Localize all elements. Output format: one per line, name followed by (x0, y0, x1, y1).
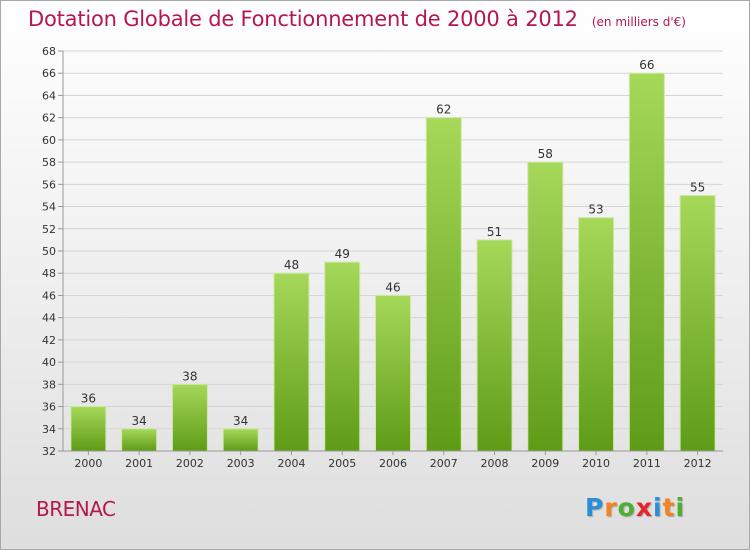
bar-2000 (70, 406, 107, 452)
y-tick-label: 36 (42, 401, 56, 414)
y-tick-label: 68 (42, 45, 56, 58)
value-label-2009: 58 (538, 147, 553, 161)
proxiti-logo: Proxiti (585, 493, 685, 522)
x-tick-label-2010: 2010 (582, 457, 610, 470)
value-label-2004: 48 (284, 258, 299, 272)
x-tick-label-2008: 2008 (481, 457, 509, 470)
chart-title: Dotation Globale de Fonctionnement de 20… (28, 7, 686, 31)
x-tick-label-2002: 2002 (176, 457, 204, 470)
logo-letter: i (653, 493, 663, 522)
y-tick-label: 52 (42, 223, 56, 236)
value-label-2005: 49 (335, 247, 350, 261)
y-tick-label: 58 (42, 156, 56, 169)
logo-letter: P (585, 493, 605, 522)
value-label-2012: 55 (690, 180, 705, 194)
value-label-2007: 62 (436, 103, 451, 117)
y-tick-label: 32 (42, 445, 56, 458)
x-tick-label-2005: 2005 (328, 457, 356, 470)
y-tick-label: 46 (42, 289, 56, 302)
value-label-2002: 38 (182, 369, 197, 383)
x-tick-label-2003: 2003 (227, 457, 255, 470)
bar-2007 (425, 117, 462, 452)
bar-2003 (222, 428, 259, 452)
value-label-2011: 66 (639, 58, 654, 72)
x-tick-label-2004: 2004 (277, 457, 305, 470)
y-tick-label: 54 (42, 201, 56, 214)
x-tick-label-2011: 2011 (633, 457, 661, 470)
logo-letter: i (675, 493, 686, 522)
x-tick-label-2006: 2006 (379, 457, 407, 470)
bar-2008 (476, 239, 513, 452)
bar-2011 (628, 72, 665, 452)
y-tick-label: 48 (42, 267, 56, 280)
bar-2002 (171, 383, 208, 452)
value-label-2008: 51 (487, 225, 502, 239)
bar-2010 (578, 217, 615, 452)
x-tick-label-2009: 2009 (531, 457, 559, 470)
x-tick-label-2012: 2012 (684, 457, 712, 470)
y-tick-label: 62 (42, 112, 56, 125)
value-label-2003: 34 (233, 414, 248, 428)
bar-2004 (273, 272, 310, 452)
y-tick-label: 56 (42, 178, 56, 191)
x-tick-label-2000: 2000 (74, 457, 102, 470)
bar-2001 (121, 428, 158, 452)
y-tick-label: 42 (42, 334, 56, 347)
y-tick-label: 40 (42, 356, 56, 369)
logo-letter: o (617, 493, 636, 522)
bar-2006 (375, 294, 411, 452)
value-label-2006: 46 (385, 280, 400, 294)
value-label-2010: 53 (588, 203, 603, 217)
bar-2009 (527, 161, 564, 452)
chart-subtitle: (en milliers d'€) (591, 15, 686, 29)
y-tick-label: 50 (42, 245, 56, 258)
y-tick-label: 34 (42, 423, 56, 436)
bar-2005 (324, 261, 361, 452)
logo-letter: r (604, 493, 618, 522)
y-tick-label: 66 (42, 67, 56, 80)
chart-title-text: Dotation Globale de Fonctionnement de 20… (28, 7, 578, 31)
bar-2012 (679, 194, 716, 452)
y-tick-label: 44 (42, 312, 56, 325)
value-label-2001: 34 (132, 414, 147, 428)
y-tick-label: 60 (42, 134, 56, 147)
logo-letter: t (662, 493, 676, 522)
x-tick-label-2001: 2001 (125, 457, 153, 470)
logo-letter: x (635, 493, 653, 522)
value-label-2000: 36 (81, 392, 96, 406)
y-tick-label: 38 (42, 378, 56, 391)
commune-name: BRENAC (36, 497, 116, 521)
x-tick-label-2007: 2007 (430, 457, 458, 470)
y-tick-label: 64 (42, 89, 56, 102)
